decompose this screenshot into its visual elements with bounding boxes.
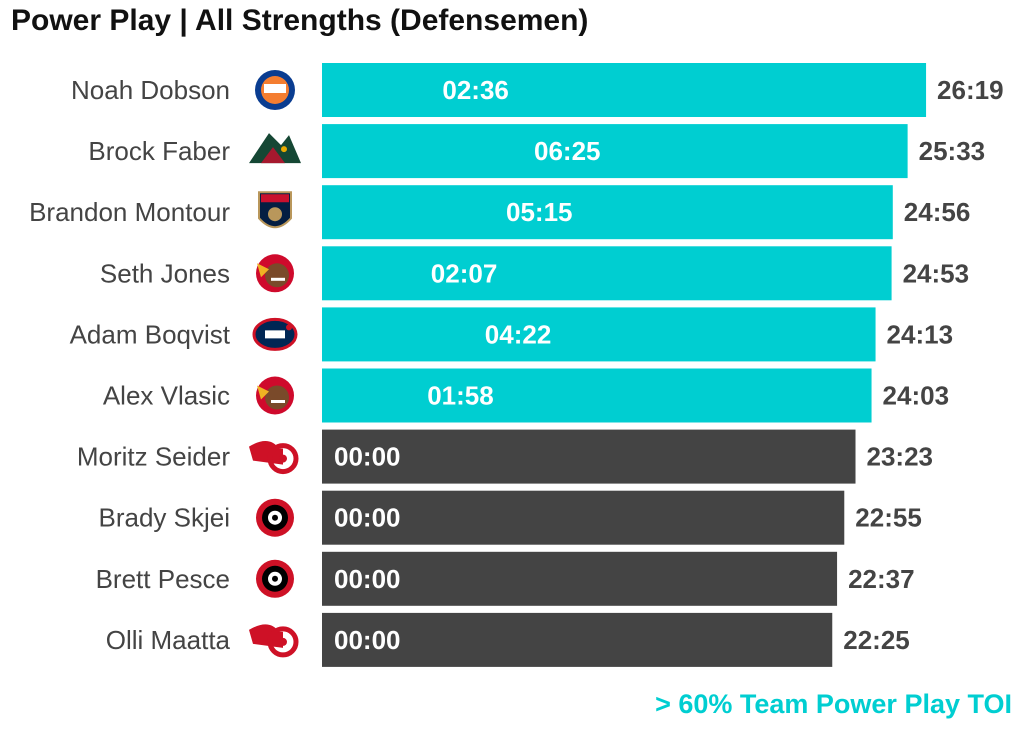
bar-row: Alex Vlasic 01:58 24:03 <box>103 368 950 423</box>
player-name-label: Alex Vlasic <box>103 381 230 411</box>
power-play-time-label: 02:36 <box>442 75 509 105</box>
red-wings-logo-icon <box>249 624 299 658</box>
bar-row: Adam Boqvist 04:22 24:13 <box>70 307 954 362</box>
bar-row: Brandon Montour 05:15 24:56 <box>29 185 971 240</box>
power-play-time-label: 02:07 <box>431 258 498 288</box>
player-name-label: Brett Pesce <box>96 564 230 594</box>
icon-shape <box>265 330 285 339</box>
bar <box>322 185 893 240</box>
bar <box>322 368 872 423</box>
blackhawks-logo-icon <box>256 254 294 293</box>
player-name-label: Seth Jones <box>100 258 230 288</box>
bar-row: Brock Faber 06:25 25:33 <box>88 124 986 179</box>
player-name-label: Brandon Montour <box>29 197 230 227</box>
player-name-label: Olli Maatta <box>106 625 231 655</box>
blackhawks-logo-icon <box>256 376 294 415</box>
legend-note: > 60% Team Power Play TOI <box>655 689 1012 719</box>
bar-row: Moritz Seider 00:00 23:23 <box>77 429 934 484</box>
icon-shape <box>279 637 287 646</box>
red-wings-logo-icon <box>249 441 299 475</box>
total-toi-label: 26:19 <box>937 75 1004 105</box>
icon-shape <box>257 263 269 278</box>
icon-shape <box>265 263 289 288</box>
total-toi-label: 25:33 <box>919 136 986 166</box>
hurricanes-logo-icon <box>256 498 294 537</box>
bar <box>322 63 927 117</box>
bar <box>322 551 838 606</box>
total-toi-label: 24:53 <box>903 258 970 288</box>
power-play-time-label: 00:00 <box>334 503 401 533</box>
total-toi-label: 24:13 <box>887 319 954 349</box>
bar <box>322 429 856 484</box>
total-toi-label: 24:56 <box>904 197 971 227</box>
bar-row: Brady Skjei 00:00 22:55 <box>99 490 922 545</box>
total-toi-label: 22:55 <box>855 503 922 533</box>
icon-shape <box>265 385 289 410</box>
icon-shape <box>286 324 292 331</box>
power-play-time-label: 00:00 <box>334 564 401 594</box>
icon-shape <box>281 146 287 153</box>
player-name-label: Noah Dobson <box>71 75 230 105</box>
player-name-label: Brock Faber <box>88 136 230 166</box>
bar <box>322 490 845 545</box>
icon-shape <box>261 147 285 164</box>
player-name-label: Adam Boqvist <box>70 319 231 349</box>
total-toi-label: 24:03 <box>883 381 950 411</box>
power-play-time-label: 01:58 <box>427 381 494 411</box>
bar <box>322 124 908 179</box>
total-toi-label: 22:37 <box>848 564 915 594</box>
bar-row: Olli Maatta 00:00 22:25 <box>106 612 910 667</box>
panthers-logo-icon <box>258 191 292 229</box>
total-toi-label: 23:23 <box>867 442 934 472</box>
player-name-label: Moritz Seider <box>77 442 230 472</box>
icon-shape <box>279 454 287 463</box>
power-play-time-label: 00:00 <box>334 442 401 472</box>
icon-shape <box>249 133 301 164</box>
blue-jackets-logo-icon <box>252 317 298 351</box>
bar <box>322 612 833 667</box>
icon-shape <box>264 84 286 93</box>
icon-shape <box>257 385 269 400</box>
power-play-time-label: 06:25 <box>534 136 601 166</box>
total-toi-label: 22:25 <box>843 625 910 655</box>
hurricanes-logo-icon <box>256 559 294 598</box>
bar-row: Seth Jones 02:07 24:53 <box>100 246 970 301</box>
icon-shape <box>267 443 299 475</box>
power-play-time-label: 05:15 <box>506 197 573 227</box>
islanders-logo-icon <box>255 70 295 110</box>
bar-row: Noah Dobson 02:36 26:19 <box>71 63 1004 117</box>
bar-row: Brett Pesce 00:00 22:37 <box>96 551 915 606</box>
icon-shape <box>261 194 289 203</box>
power-play-time-label: 00:00 <box>334 625 401 655</box>
icon-shape <box>267 626 299 658</box>
bar <box>322 307 876 362</box>
bar <box>322 246 892 301</box>
wild-logo-icon <box>249 133 301 164</box>
icon-shape <box>272 575 278 582</box>
icon-shape <box>272 514 278 521</box>
icon-shape <box>268 207 282 222</box>
chart-title: Power Play | All Strengths (Defensemen) <box>11 4 589 37</box>
player-name-label: Brady Skjei <box>99 503 231 533</box>
power-play-time-label: 04:22 <box>485 319 552 349</box>
